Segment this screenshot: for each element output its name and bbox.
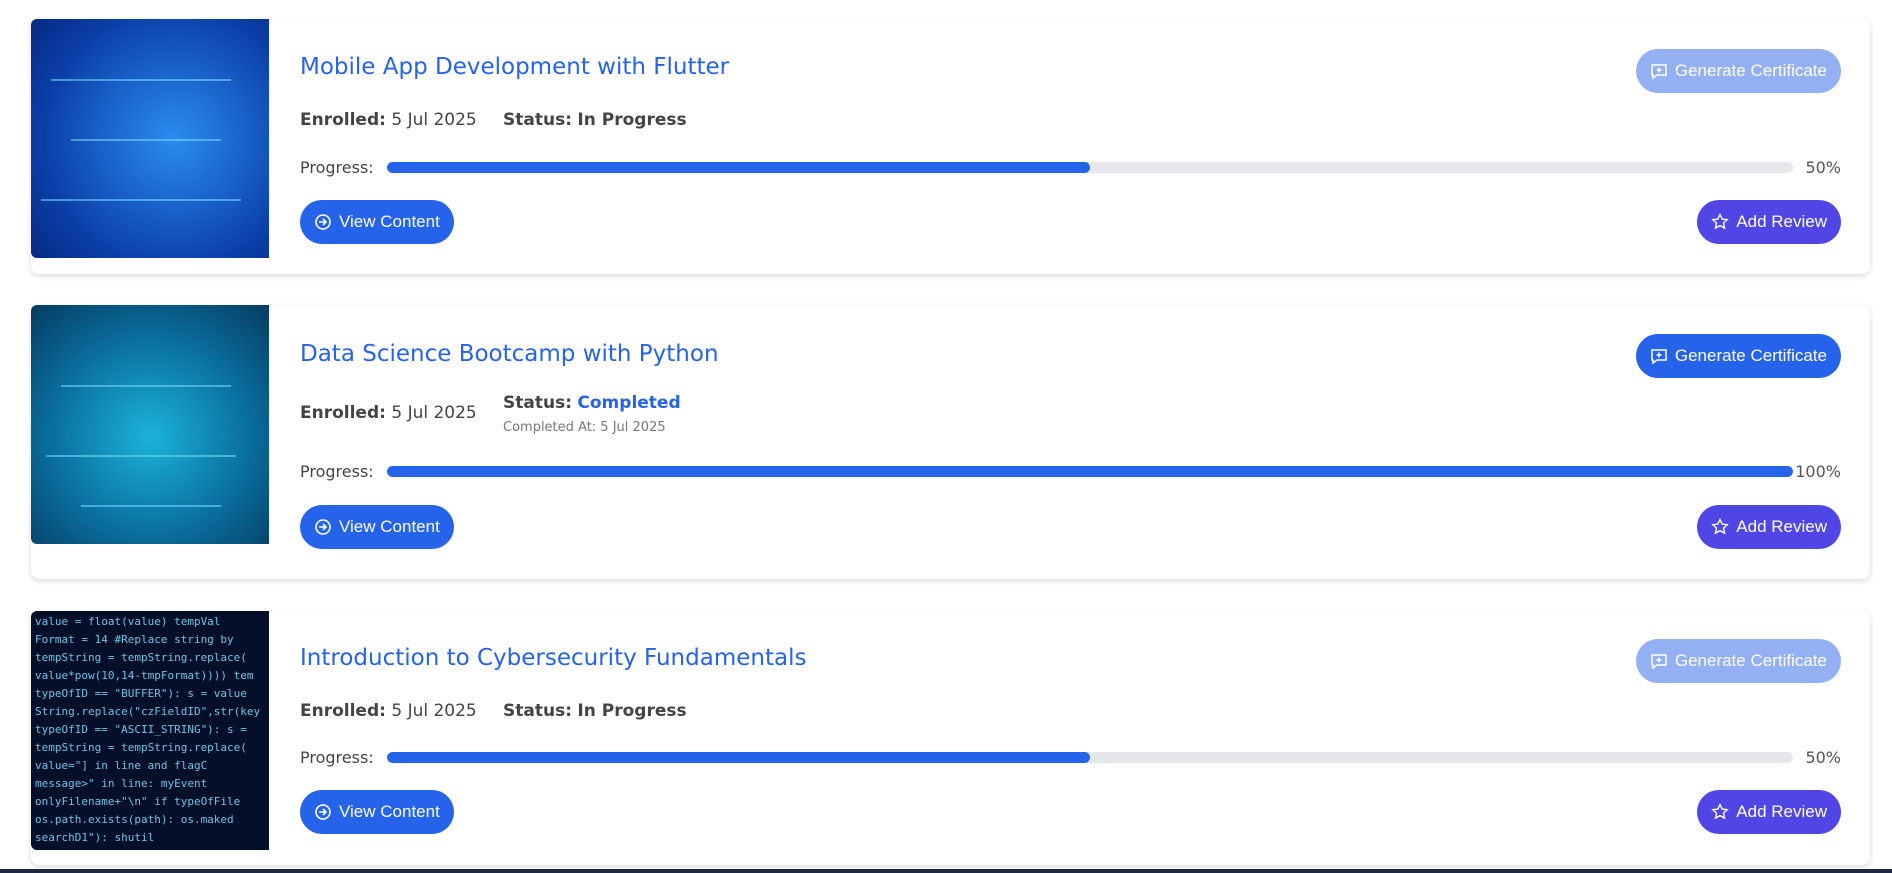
enrolled-date: Enrolled: 5 Jul 2025: [300, 701, 477, 721]
add-review-button[interactable]: Add Review: [1697, 790, 1841, 834]
star-icon: [1711, 803, 1730, 820]
progress-percent: 50%: [1805, 158, 1841, 177]
arrow-circle-icon: [315, 804, 331, 820]
status: Status: In Progress: [503, 701, 687, 721]
progress-label: Progress:: [300, 748, 374, 767]
progress-bar: [387, 752, 1793, 763]
star-icon: [1711, 518, 1730, 535]
bottom-bar: [0, 869, 1892, 873]
certificate-icon: [1651, 349, 1667, 365]
progress-bar: [387, 466, 1793, 477]
add-review-button[interactable]: Add Review: [1697, 200, 1841, 244]
arrow-circle-icon: [315, 214, 331, 230]
progress-fill: [387, 162, 1090, 173]
course-title[interactable]: Data Science Bootcamp with Python: [300, 341, 719, 367]
completed-at: Completed At: 5 Jul 2025: [503, 420, 666, 435]
star-icon: [1711, 213, 1730, 230]
enrolled-date: Enrolled: 5 Jul 2025: [300, 110, 477, 130]
view-content-button[interactable]: View Content: [300, 790, 454, 834]
certificate-icon: [1651, 654, 1667, 670]
course-thumbnail: value = float(value) tempVal Format = 14…: [31, 611, 269, 850]
progress-fill: [387, 752, 1090, 763]
status: Status: Completed: [503, 393, 681, 413]
course-card: value = float(value) tempVal Format = 14…: [31, 611, 1870, 865]
course-title[interactable]: Mobile App Development with Flutter: [300, 54, 730, 80]
progress-fill: [387, 466, 1793, 477]
progress-label: Progress:: [300, 158, 374, 177]
course-title[interactable]: Introduction to Cybersecurity Fundamenta…: [300, 645, 807, 671]
generate-certificate-button[interactable]: Generate Certificate: [1635, 334, 1841, 378]
course-card: Data Science Bootcamp with Python Enroll…: [31, 305, 1870, 579]
progress-percent: 100%: [1795, 462, 1841, 481]
course-thumbnail: [31, 305, 269, 544]
generate-certificate-button[interactable]: Generate Certificate: [1635, 639, 1841, 683]
certificate-icon: [1651, 64, 1667, 80]
add-review-button[interactable]: Add Review: [1697, 505, 1841, 549]
course-thumbnail: [31, 19, 269, 258]
course-card: Mobile App Development with Flutter Enro…: [31, 19, 1870, 274]
progress-bar: [387, 162, 1793, 173]
view-content-button[interactable]: View Content: [300, 200, 454, 244]
progress-label: Progress:: [300, 462, 374, 481]
status: Status: In Progress: [503, 110, 687, 130]
generate-certificate-button[interactable]: Generate Certificate: [1635, 49, 1841, 93]
view-content-button[interactable]: View Content: [300, 505, 454, 549]
arrow-circle-icon: [315, 519, 331, 535]
enrolled-date: Enrolled: 5 Jul 2025: [300, 403, 477, 423]
progress-percent: 50%: [1805, 748, 1841, 767]
